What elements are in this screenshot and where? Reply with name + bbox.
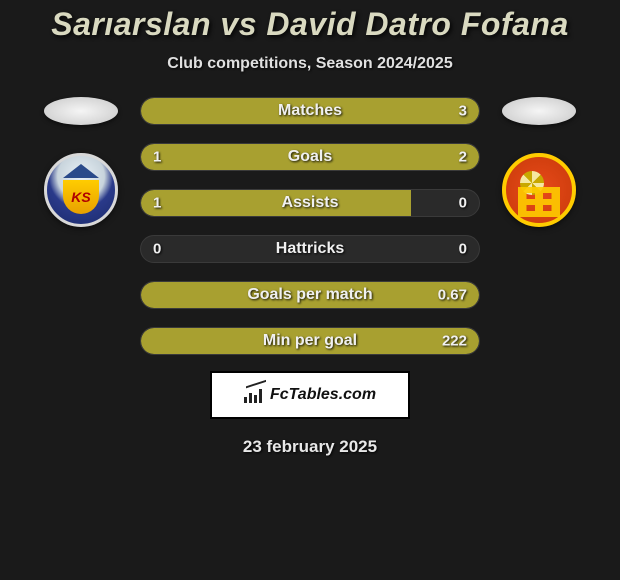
stat-label: Hattricks	[276, 240, 344, 258]
player-left-avatar	[44, 97, 118, 125]
stat-value-right: 0	[459, 241, 467, 258]
club-badge-left: KS	[44, 153, 118, 227]
stat-value-left: 1	[153, 149, 161, 166]
brand-text: FcTables.com	[270, 386, 376, 404]
page-subtitle: Club competitions, Season 2024/2025	[167, 55, 452, 73]
stat-bar: 0 Hattricks 0	[140, 235, 480, 263]
brand-box[interactable]: FcTables.com	[210, 371, 410, 419]
stat-label: Goals	[288, 148, 332, 166]
player-left-column: KS	[36, 97, 126, 227]
player-right-column	[494, 97, 584, 227]
main-row: KS Matches 3 1 Goals 2 1 Assists 0 0 Hattricks 0 Go…	[0, 97, 620, 355]
club-badge-right	[502, 153, 576, 227]
stat-label: Goals per match	[247, 286, 372, 304]
stat-label: Assists	[282, 194, 339, 212]
stat-fill-left	[141, 190, 411, 216]
stat-value-right: 2	[459, 149, 467, 166]
stat-fill-right	[253, 144, 479, 170]
stat-label: Min per goal	[263, 332, 357, 350]
footer-date: 23 february 2025	[243, 437, 377, 457]
stat-label: Matches	[278, 102, 342, 120]
stat-value-left: 1	[153, 195, 161, 212]
stats-column: Matches 3 1 Goals 2 1 Assists 0 0 Hattricks 0 Goals…	[140, 97, 480, 355]
club-badge-left-label: KS	[63, 180, 99, 214]
stat-bar: Matches 3	[140, 97, 480, 125]
brand-chart-icon	[244, 387, 264, 403]
stat-value-right: 0	[459, 195, 467, 212]
comparison-card: Sarıarslan vs David Datro Fofana Club co…	[0, 0, 620, 580]
stat-value-left: 0	[153, 241, 161, 258]
stat-bar: Min per goal 222	[140, 327, 480, 355]
stat-bar: 1 Goals 2	[140, 143, 480, 171]
page-title: Sarıarslan vs David Datro Fofana	[51, 6, 569, 43]
stat-bar: 1 Assists 0	[140, 189, 480, 217]
stat-value-right: 222	[442, 333, 467, 350]
stat-bar: Goals per match 0.67	[140, 281, 480, 309]
player-right-avatar	[502, 97, 576, 125]
stat-value-right: 0.67	[438, 287, 467, 304]
stat-value-right: 3	[459, 103, 467, 120]
